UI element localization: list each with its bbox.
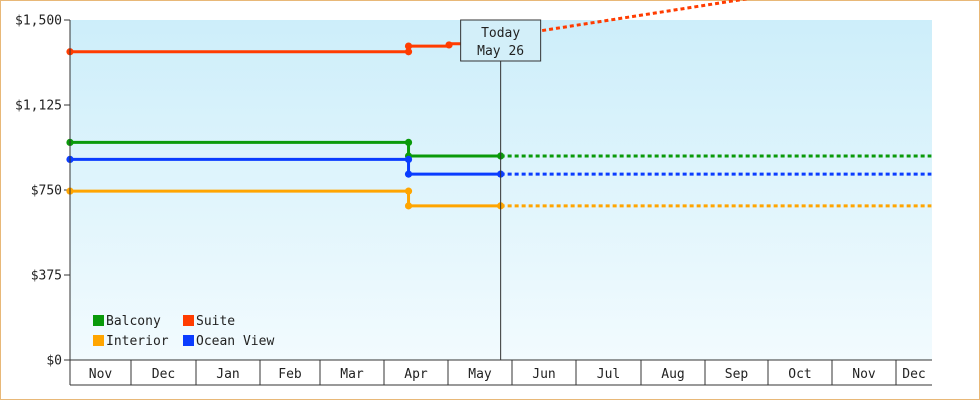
series-lines: [66, 0, 932, 210]
legend-swatch-ocean-view: [183, 335, 194, 346]
balcony-point[interactable]: [404, 138, 413, 146]
ocean-view-point[interactable]: [404, 155, 413, 163]
month-label: May: [468, 367, 492, 382]
interior-point[interactable]: [404, 187, 413, 195]
suite-point[interactable]: [404, 42, 413, 50]
interior-history-line: [70, 189, 501, 208]
today-box: [460, 19, 542, 62]
today-marker: Today May 26: [460, 19, 542, 360]
suite-point[interactable]: [404, 48, 413, 56]
month-label: Feb: [278, 367, 302, 382]
legend-label-balcony[interactable]: Balcony: [106, 314, 161, 329]
y-tick-label: $0: [46, 354, 62, 369]
legend-label-ocean-view[interactable]: Ocean View: [196, 334, 274, 349]
legend-swatch-interior: [93, 335, 104, 346]
legend: Balcony Suite Interior Ocean View: [93, 314, 274, 349]
suite-point[interactable]: [445, 41, 453, 49]
interior-point[interactable]: [404, 202, 413, 210]
suite-forecast-line: [500, 0, 749, 39]
legend-label-interior[interactable]: Interior: [106, 334, 169, 349]
month-label: Jun: [532, 367, 555, 382]
balcony-history-line: [70, 140, 501, 158]
month-label: Nov: [852, 367, 876, 382]
month-label: Apr: [404, 367, 428, 382]
legend-label-suite[interactable]: Suite: [196, 314, 235, 329]
month-label: Mar: [340, 367, 364, 382]
legend-swatch-suite: [183, 315, 194, 326]
month-label: Oct: [788, 367, 811, 382]
y-axis-ticks: $0 $375 $750 $1,125 $1,500: [15, 14, 70, 369]
x-axis-months: Nov Dec Jan Feb Mar Apr May Jun Jul Aug Sep Oct Nov D…: [70, 360, 932, 386]
month-label: Jan: [216, 367, 239, 382]
month-label: Dec: [152, 367, 175, 382]
ocean-view-history-line: [70, 157, 501, 176]
month-label: Aug: [661, 367, 684, 382]
y-tick-label: $375: [31, 269, 62, 284]
series-ocean-view: [66, 155, 932, 178]
ocean-view-point[interactable]: [404, 170, 413, 178]
y-tick-label: $750: [31, 184, 62, 199]
month-label: Nov: [89, 367, 113, 382]
month-label: Jul: [597, 367, 620, 382]
month-label: Sep: [725, 367, 749, 382]
legend-swatch-balcony: [93, 315, 104, 326]
y-tick-label: $1,500: [15, 14, 62, 29]
today-date: May 26: [477, 44, 524, 59]
month-label: Dec: [902, 367, 925, 382]
today-label: Today: [481, 26, 520, 41]
series-interior: [66, 187, 932, 210]
y-tick-label: $1,125: [15, 99, 62, 114]
